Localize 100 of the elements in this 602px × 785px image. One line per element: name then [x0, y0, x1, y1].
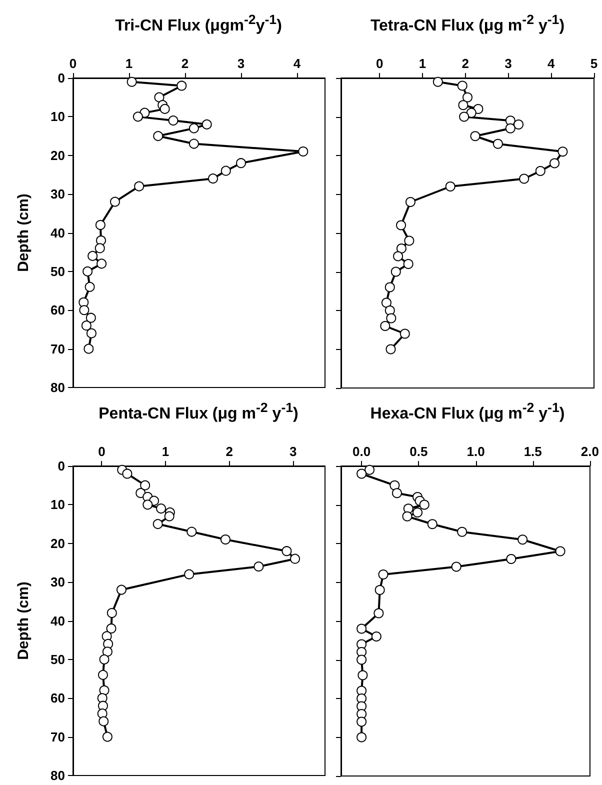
- y-tick-label: 0: [58, 70, 65, 86]
- point: [82, 266, 93, 276]
- y-tick-label: 60: [50, 690, 65, 706]
- point: [84, 344, 94, 354]
- point: [356, 468, 367, 479]
- point: [168, 116, 178, 126]
- y-tick-label: 20: [50, 148, 65, 163]
- point: [384, 306, 395, 316]
- point: [116, 584, 126, 595]
- x-tick-label: 4: [293, 56, 302, 71]
- point: [96, 258, 107, 269]
- point: [95, 220, 106, 230]
- x-tick-label: 1: [162, 444, 170, 459]
- chart-title: Hexa-CN Flux (μg m$^{-2}$ y$^{-1}$): [369, 400, 566, 424]
- point: [358, 670, 368, 680]
- y-tick-label: 50: [50, 264, 65, 279]
- x-tick-label: 1: [125, 56, 133, 71]
- point: [164, 511, 174, 522]
- point: [184, 569, 194, 580]
- point: [392, 488, 402, 498]
- point: [140, 480, 150, 490]
- point: [550, 158, 560, 168]
- x-tick-label: 4: [548, 56, 556, 71]
- point: [535, 166, 546, 176]
- chart-title: Penta-CN Flux (μg m$^{-2}$ y$^{-1}$): [98, 400, 300, 424]
- point: [384, 282, 395, 292]
- point: [380, 321, 390, 331]
- y-tick-label: 10: [50, 109, 65, 124]
- point: [97, 708, 108, 719]
- x-tick-label: 3: [289, 444, 297, 459]
- point: [412, 508, 423, 518]
- point: [396, 220, 406, 230]
- point: [457, 80, 468, 91]
- point: [220, 534, 230, 545]
- x-tick-label: 1.0: [466, 444, 485, 459]
- x-tick-label: 2: [181, 56, 189, 71]
- point: [102, 732, 112, 742]
- point: [356, 732, 367, 742]
- point: [459, 112, 470, 122]
- point: [99, 654, 110, 664]
- point: [98, 716, 109, 726]
- y-axis-title: Depth (cm): [15, 194, 32, 272]
- point: [152, 519, 163, 530]
- point: [405, 197, 416, 207]
- point: [386, 344, 396, 354]
- point: [514, 120, 524, 130]
- point: [79, 305, 90, 316]
- point: [506, 554, 516, 564]
- point: [81, 320, 92, 331]
- y-tick-label: 10: [50, 497, 65, 512]
- point: [374, 608, 384, 618]
- x-tick-label: 3: [237, 56, 245, 71]
- y-tick-label: 30: [50, 574, 65, 590]
- point: [381, 298, 392, 308]
- y-tick-label: 20: [50, 536, 65, 551]
- point: [202, 119, 212, 130]
- point: [298, 146, 308, 157]
- x-tick-label: 2.0: [580, 444, 600, 459]
- point: [282, 546, 292, 556]
- point: [390, 480, 400, 490]
- point: [254, 562, 264, 572]
- point: [186, 526, 197, 537]
- point: [154, 92, 164, 102]
- point: [134, 181, 144, 192]
- x-tick-label: 2: [462, 56, 469, 71]
- x-tick-label: 0: [69, 56, 77, 71]
- point: [396, 244, 406, 254]
- y-axis-title: Depth (cm): [15, 582, 32, 660]
- point: [519, 174, 530, 184]
- y-tick-label: 60: [50, 302, 65, 318]
- point: [371, 632, 382, 642]
- x-tick-label: 0.5: [410, 444, 428, 459]
- point: [374, 585, 385, 595]
- point: [236, 158, 246, 168]
- point: [445, 182, 456, 192]
- point: [176, 80, 187, 91]
- chart-title: Tri-CN Flux (μgm$^{-2}$y$^{-1}$): [114, 12, 283, 36]
- point: [403, 504, 414, 514]
- point: [84, 282, 95, 292]
- point: [457, 526, 468, 537]
- point: [505, 123, 516, 134]
- y-tick-label: 70: [50, 729, 65, 744]
- x-tick-label: 2: [226, 444, 233, 459]
- point: [518, 534, 528, 545]
- point: [98, 670, 108, 680]
- point: [458, 100, 468, 110]
- point: [427, 519, 438, 530]
- y-tick-label: 40: [50, 613, 65, 628]
- point: [86, 312, 96, 323]
- point: [462, 92, 472, 102]
- y-tick-label: 30: [50, 186, 65, 202]
- y-tick-label: 70: [50, 341, 65, 356]
- point: [356, 654, 367, 665]
- point: [102, 646, 112, 657]
- point: [220, 166, 231, 176]
- point: [94, 243, 105, 254]
- point: [364, 464, 375, 475]
- point: [208, 174, 218, 184]
- y-tick-label: 0: [58, 458, 65, 474]
- point: [558, 146, 568, 157]
